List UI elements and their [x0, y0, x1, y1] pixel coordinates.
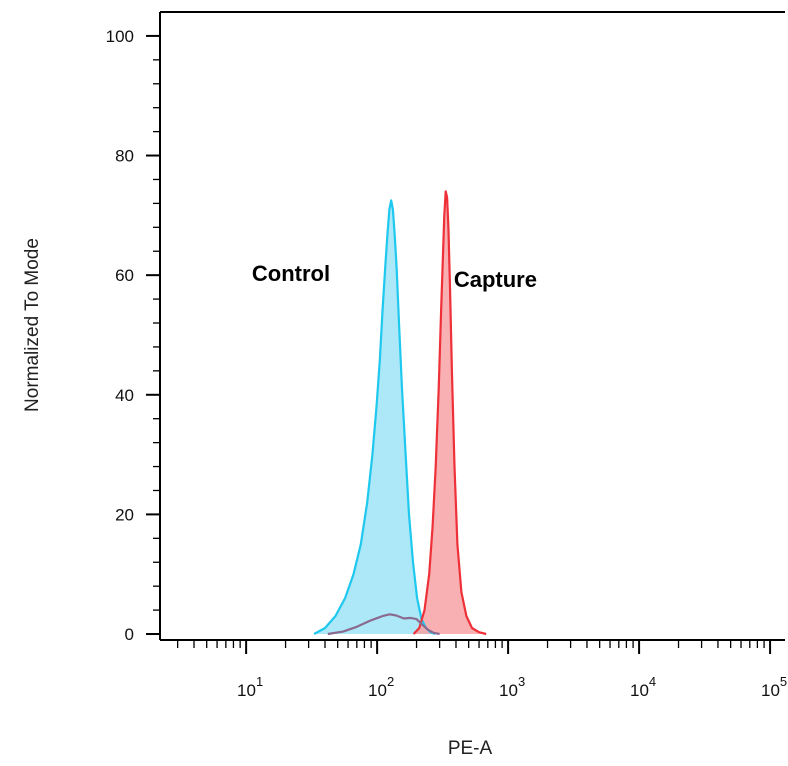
- y-tick-label: 20: [115, 505, 134, 524]
- x-axis-ticks: 101 102 103 104 105: [176, 640, 787, 700]
- y-tick-label: 60: [115, 266, 134, 285]
- x-tick-label: 101: [237, 674, 263, 700]
- y-tick-label: 0: [125, 625, 134, 644]
- x-tick-label: 105: [761, 674, 787, 700]
- annotation-capture: Capture: [454, 267, 537, 292]
- series-1-area: [413, 191, 487, 634]
- x-tick-label: 102: [368, 674, 394, 700]
- plot-frame: [159, 11, 785, 641]
- x-tick-label: 104: [630, 674, 656, 700]
- series-1-line: [412, 190, 487, 636]
- y-axis-title: Normalized To Mode: [22, 238, 43, 412]
- y-tick-label: 80: [115, 147, 134, 166]
- y-tick-label: 100: [106, 27, 134, 46]
- series-2-line: [327, 613, 440, 636]
- annotations: Control Capture: [252, 261, 537, 292]
- series-0-line: [313, 199, 436, 636]
- x-axis-title: PE-A: [448, 738, 493, 759]
- y-tick-label: 40: [115, 386, 134, 405]
- series-0-area: [314, 200, 436, 634]
- series-layer: [313, 190, 487, 636]
- x-tick-label: 103: [499, 674, 525, 700]
- y-axis-ticks: 0 20 40 60 80 100: [106, 27, 160, 644]
- annotation-control: Control: [252, 261, 330, 286]
